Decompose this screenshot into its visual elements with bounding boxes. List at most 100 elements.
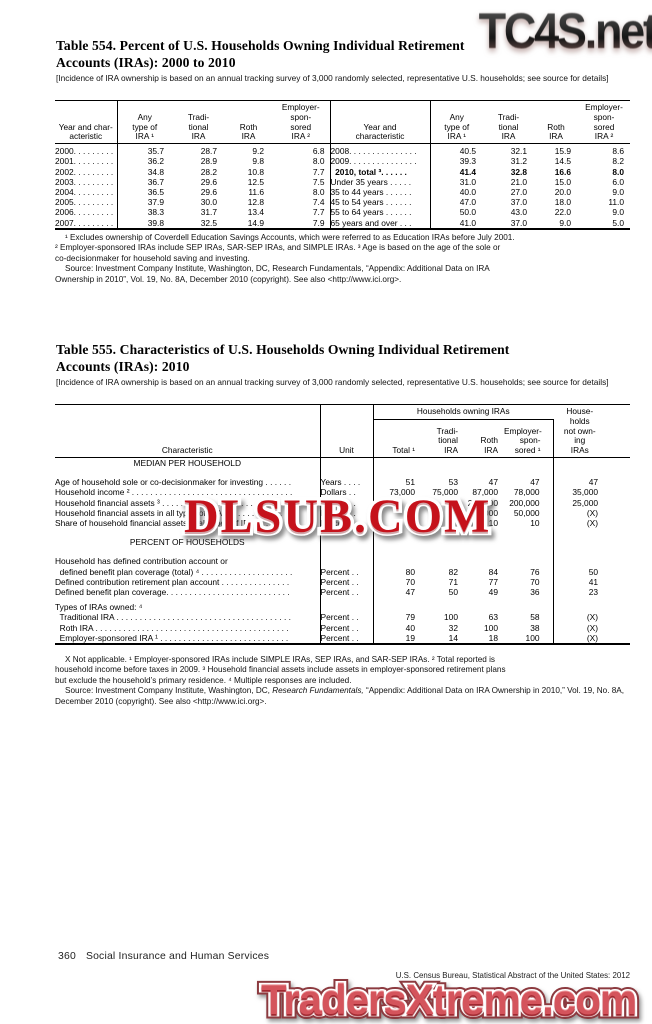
census-credit: U.S. Census Bureau, Statistical Abstract… <box>395 971 630 980</box>
value-cell: 41.4 <box>459 166 476 177</box>
row-label: Roth IRA . . . . . . . . . . . . . . . .… <box>55 622 321 633</box>
value-cell: 8.0 <box>272 156 331 167</box>
value-cell: 47.0 <box>459 197 476 208</box>
value-cell: 49 <box>488 587 498 598</box>
page-footer: 360 Social Insurance and Human Services <box>58 951 269 962</box>
value-cell: 32 <box>448 622 458 633</box>
row-label: 2000. . . . . . . . . <box>55 143 118 157</box>
value-cell: (X) <box>586 612 599 623</box>
cell <box>502 602 554 613</box>
value-cell: 76 <box>502 556 554 577</box>
value-cell: 12.8 <box>247 197 264 208</box>
value-cell: 50 <box>448 587 458 598</box>
value-cell: 35,000 <box>572 487 599 498</box>
watermark-tradersxtreme-outline: TradersXtreme.com <box>258 974 639 1024</box>
value-cell: 39.3 <box>459 156 476 167</box>
spacer <box>502 468 554 478</box>
value-cell: 38 <box>502 622 554 633</box>
value-cell: (X) <box>586 622 599 633</box>
cell <box>373 457 420 468</box>
value-cell: 8.0 <box>612 166 624 177</box>
value-cell: 8.2 <box>612 156 624 167</box>
value-cell: 9.8 <box>252 156 264 167</box>
table555-row: Household has defined contribution accou… <box>55 556 630 577</box>
table555-footnotes: X Not applicable. ¹ Employer-sponsored I… <box>55 655 632 707</box>
cell <box>502 457 554 469</box>
table555-header-row1: Characteristic Unit Households owning IR… <box>55 404 631 458</box>
section-heading: MEDIAN PER HOUSEHOLD <box>55 457 321 469</box>
watermark-dlsub-text: DLSUB.COM <box>184 490 492 543</box>
watermark-tradersxtreme-outer: TradersXtreme.com <box>256 972 641 1024</box>
column-group-header: Households owning IRAs <box>373 404 554 420</box>
value-cell: 84 <box>488 566 498 577</box>
unit-cell: Years . . . . <box>320 477 374 488</box>
spacer <box>502 547 554 557</box>
value-cell: 12.5 <box>247 176 264 187</box>
row-label: Traditional IRA . . . . . . . . . . . . … <box>55 612 321 623</box>
value-cell: 47 <box>588 477 599 488</box>
value-cell: 21.0 <box>510 176 527 187</box>
column-header: House- holds not own- ing IRAs <box>553 404 631 458</box>
value-cell: 14.9 <box>247 217 264 228</box>
value-cell: 6.0 <box>612 176 624 187</box>
table554-row: 2003. . . . . . . . . 36.7 29.6 12.5 7.5 Unde… <box>55 176 630 187</box>
spacer <box>553 547 630 556</box>
value-cell: 35.7 <box>147 146 164 157</box>
value-cell: 16.6 <box>554 166 571 177</box>
cell <box>553 457 630 468</box>
row-label: 35 to 44 years . . . . . . <box>330 187 431 198</box>
column-header: Year and characteristic <box>330 100 431 145</box>
value-cell: 41 <box>588 576 599 587</box>
value-cell: 47 <box>405 587 415 598</box>
column-header: Roth IRA <box>225 100 272 145</box>
value-cell: 13.4 <box>247 207 264 218</box>
value-cell: 32.1 <box>510 146 527 157</box>
table555-row: Defined contribution retirement plan acc… <box>55 576 630 588</box>
spacer <box>320 468 374 478</box>
row-label: 2001. . . . . . . . . <box>55 156 118 167</box>
spacer <box>420 547 463 556</box>
value-cell: 36 <box>502 587 554 598</box>
table554-note: [Incidence of IRA ownership is based on … <box>56 73 609 83</box>
row-label: Household has defined contribution accou… <box>55 556 321 577</box>
spacer <box>373 468 420 477</box>
table554-row: 2000. . . . . . . . . 35.7 28.7 9.2 6.8 2008.… <box>55 143 630 157</box>
page-number: 360 <box>58 951 76 962</box>
source-note: Source: Investment Company Institute, Wa… <box>55 264 490 284</box>
section-row: PERCENT OF HOUSEHOLDS <box>55 537 630 548</box>
value-cell: 9.0 <box>612 207 624 218</box>
value-cell: 40.5 <box>459 146 476 157</box>
value-cell: 28.7 <box>200 146 217 157</box>
value-cell: 50 <box>588 566 599 577</box>
value-cell: 23 <box>588 587 599 598</box>
table555-row: Defined benefit plan coverage. . . . . .… <box>55 587 630 598</box>
table555-row: Roth IRA . . . . . . . . . . . . . . . .… <box>55 622 630 633</box>
row-label: Share of household financial assets in a… <box>55 518 321 529</box>
value-cell: 32.8 <box>510 166 527 177</box>
value-cell: 200,000 <box>467 497 498 508</box>
value-cell: 32.5 <box>200 217 217 228</box>
value-cell: 31.7 <box>200 207 217 218</box>
value-cell: 18 <box>488 632 498 643</box>
table555-title-line1: Table 555. Characteristics of U.S. House… <box>56 342 510 357</box>
source-note: Source: Investment Company Institute, Wa… <box>55 686 632 707</box>
column-header: Roth IRA <box>534 100 578 145</box>
value-cell: 63 <box>488 612 498 623</box>
value-cell: 8.6 <box>612 146 624 157</box>
spacer <box>553 468 630 477</box>
value-cell: 7.5 <box>272 176 331 187</box>
spacer <box>463 468 502 477</box>
value-cell: 50.0 <box>459 207 476 218</box>
row-label: 55 to 64 years . . . . . . <box>330 207 431 218</box>
value-cell: 34.8 <box>147 166 164 177</box>
value-cell: (X) <box>586 632 599 643</box>
row-label: Under 35 years . . . . . <box>330 176 431 187</box>
value-cell: 10 <box>502 518 554 529</box>
value-cell: 25,000 <box>572 497 599 508</box>
table555-row: Household financial assets ³ . . . . . .… <box>55 497 630 508</box>
row-label: Employer-sponsored IRA ¹ . . . . . . . .… <box>55 632 321 645</box>
row-label: 2004. . . . . . . . . <box>55 187 118 198</box>
value-cell: 15.0 <box>554 176 571 187</box>
value-cell: 7.9 <box>272 217 331 229</box>
column-header: Any type of IRA ¹ <box>117 100 172 145</box>
